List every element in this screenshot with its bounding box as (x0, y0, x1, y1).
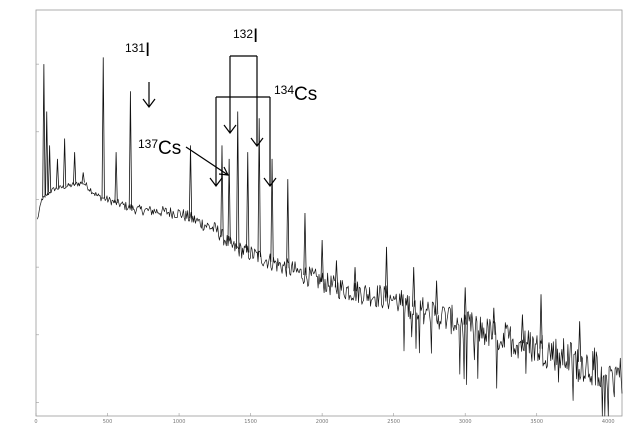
peak (412, 267, 416, 307)
peak (55, 158, 60, 189)
plot-frame (35, 9, 623, 417)
peak (463, 287, 467, 325)
x-tick-label: 3000 (459, 419, 472, 425)
peak (246, 152, 250, 253)
x-tick-label: 4000 (602, 419, 615, 425)
x-tick-label: 1000 (173, 419, 186, 425)
peak (128, 91, 133, 208)
peak (492, 307, 496, 335)
peak (227, 158, 231, 244)
spectrum-line (37, 181, 623, 417)
peak (303, 212, 307, 276)
peak (45, 111, 49, 196)
x-tick-label: 3500 (530, 419, 543, 425)
peak (63, 138, 67, 187)
peak-lines (42, 57, 582, 362)
peak (114, 152, 118, 203)
cs134-bracket (209, 96, 277, 187)
peak (81, 172, 85, 183)
x-tick-label: 500 (103, 419, 113, 425)
peak (334, 260, 339, 288)
peak (188, 145, 193, 219)
peak (257, 118, 261, 257)
x-tick-label: 2500 (387, 419, 400, 425)
peak (578, 321, 582, 362)
peak (384, 246, 389, 298)
x-tick-label: 1500 (244, 419, 257, 425)
peak (270, 158, 274, 263)
peak (286, 179, 290, 269)
x-tick-label: 0 (34, 419, 37, 425)
axis-ticks: 0 500 1000 1500 2000 2500 3000 3500 4000 (34, 63, 615, 425)
peak (47, 145, 52, 193)
peak (42, 64, 46, 198)
peak (520, 314, 525, 344)
peak (539, 294, 543, 349)
cs137-arrow (185, 146, 230, 176)
i132-label: 132I (233, 26, 258, 47)
i131-label: 131I (125, 40, 150, 61)
peak (434, 280, 439, 315)
peak (320, 240, 324, 282)
cs137-label: 137Cs (138, 137, 181, 159)
annotations (142, 55, 277, 187)
peak (353, 267, 357, 292)
peak (236, 111, 240, 249)
x-tick-label: 2000 (316, 419, 329, 425)
peak (220, 145, 224, 237)
cs134-label: 134Cs (274, 83, 317, 105)
peak (101, 57, 105, 199)
peak (73, 152, 77, 185)
i132-bracket (223, 55, 264, 147)
i131-arrow (142, 82, 156, 108)
